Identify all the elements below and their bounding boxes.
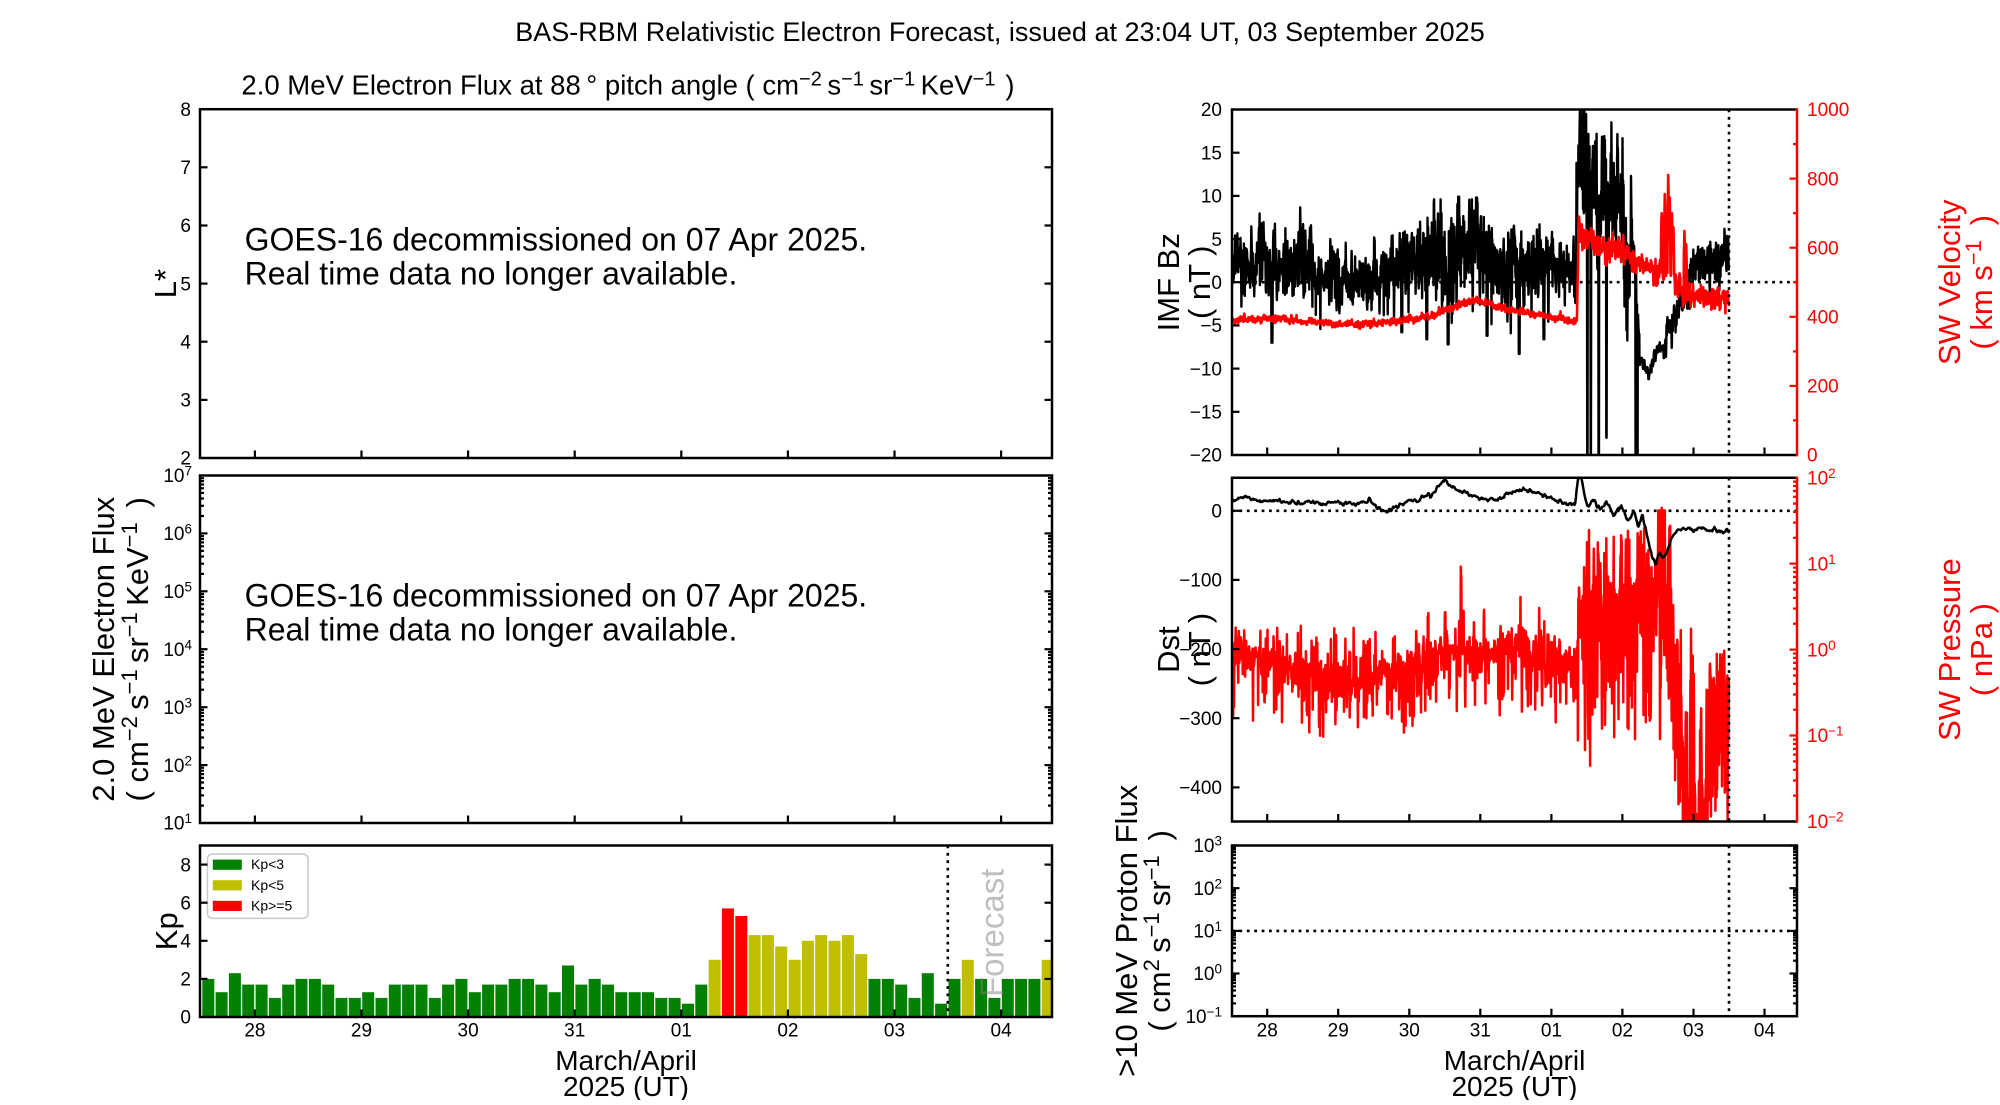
svg-text:2: 2 [180, 449, 191, 470]
svg-text:Kp: Kp [149, 912, 184, 950]
svg-text:8: 8 [180, 100, 191, 121]
svg-text:5: 5 [180, 274, 191, 295]
svg-text:−5: −5 [1200, 316, 1222, 337]
svg-text:March/April: March/April [555, 1045, 697, 1076]
svg-text:6: 6 [180, 893, 191, 914]
svg-text:Dst: Dst [1151, 626, 1186, 673]
svg-text:March/April: March/April [1444, 1045, 1586, 1076]
svg-text:200: 200 [1807, 377, 1839, 398]
svg-text:5: 5 [1211, 230, 1222, 251]
svg-text:( km s−1 ): ( km s−1 ) [1961, 215, 1999, 350]
svg-text:Real time data no longer avail: Real time data no longer available. [245, 256, 738, 292]
svg-text:−20: −20 [1190, 446, 1222, 467]
svg-text:Kp>=5: Kp>=5 [251, 897, 292, 913]
svg-text:28: 28 [1257, 1021, 1278, 1042]
svg-text:Kp<5: Kp<5 [251, 877, 284, 893]
svg-text:BAS-RBM Relativistic Electron: BAS-RBM Relativistic Electron Forecast, … [515, 17, 1484, 47]
svg-text:−400: −400 [1179, 778, 1222, 799]
svg-text:0: 0 [1211, 273, 1222, 294]
svg-text:−300: −300 [1179, 709, 1222, 730]
svg-text:04: 04 [1754, 1021, 1776, 1042]
svg-text:2: 2 [180, 970, 191, 991]
svg-text:2.0 MeV Electron Flux at 88 °: 2.0 MeV Electron Flux at 88 ° pitch angl… [241, 68, 1014, 100]
svg-text:L*: L* [148, 269, 183, 298]
svg-text:31: 31 [564, 1021, 585, 1042]
svg-text:31: 31 [1470, 1021, 1491, 1042]
svg-text:02: 02 [1612, 1021, 1633, 1042]
svg-text:0: 0 [180, 1008, 191, 1029]
svg-text:0: 0 [1211, 502, 1222, 523]
svg-text:( nT ): ( nT ) [1182, 613, 1217, 687]
svg-text:28: 28 [244, 1021, 265, 1042]
svg-text:4: 4 [180, 332, 191, 353]
svg-text:SW Pressure: SW Pressure [1932, 558, 1967, 741]
svg-text:Real time data no longer avail: Real time data no longer available. [245, 612, 738, 648]
svg-text:02: 02 [777, 1021, 798, 1042]
svg-text:−10: −10 [1190, 359, 1222, 380]
svg-text:400: 400 [1807, 308, 1839, 329]
svg-text:30: 30 [1399, 1021, 1420, 1042]
svg-text:03: 03 [1683, 1021, 1704, 1042]
svg-text:Forecast: Forecast [974, 869, 1011, 997]
svg-text:( nT ): ( nT ) [1182, 246, 1217, 320]
svg-text:GOES-16 decommissioned on 07 A: GOES-16 decommissioned on 07 Apr 2025. [245, 222, 868, 258]
svg-text:29: 29 [351, 1021, 372, 1042]
svg-text:29: 29 [1328, 1021, 1349, 1042]
svg-text:04: 04 [991, 1021, 1013, 1042]
svg-text:03: 03 [884, 1021, 905, 1042]
svg-text:30: 30 [458, 1021, 479, 1042]
svg-text:0: 0 [1807, 446, 1818, 467]
svg-text:( cm−2 s−1 sr−1 KeV−1 ): ( cm−2 s−1 sr−1 KeV−1 ) [117, 497, 155, 801]
svg-text:IMF Bz: IMF Bz [1151, 233, 1186, 331]
svg-text:−200: −200 [1179, 640, 1222, 661]
svg-text:8: 8 [180, 855, 191, 876]
svg-text:01: 01 [1541, 1021, 1562, 1042]
svg-text:7: 7 [180, 158, 191, 179]
svg-text:600: 600 [1807, 238, 1839, 259]
svg-text:−100: −100 [1179, 571, 1222, 592]
svg-text:1000: 1000 [1807, 100, 1849, 121]
svg-text:>10 MeV Proton Flux: >10 MeV Proton Flux [1109, 784, 1144, 1077]
svg-text:20: 20 [1201, 100, 1222, 121]
svg-text:SW Velocity: SW Velocity [1932, 199, 1967, 365]
svg-text:800: 800 [1807, 169, 1839, 190]
svg-text:01: 01 [671, 1021, 692, 1042]
svg-text:2025 (UT): 2025 (UT) [1451, 1071, 1577, 1100]
svg-text:2025 (UT): 2025 (UT) [563, 1071, 689, 1100]
svg-text:−15: −15 [1190, 403, 1222, 424]
svg-text:GOES-16 decommissioned on 07 A: GOES-16 decommissioned on 07 Apr 2025. [245, 577, 868, 613]
svg-text:10: 10 [1201, 187, 1222, 208]
svg-text:6: 6 [180, 216, 191, 237]
svg-text:2.0 MeV Electron Flux: 2.0 MeV Electron Flux [86, 496, 121, 801]
svg-text:3: 3 [180, 391, 191, 412]
svg-text:15: 15 [1201, 143, 1222, 164]
svg-text:4: 4 [180, 932, 191, 953]
svg-text:Kp<3: Kp<3 [251, 856, 284, 872]
svg-text:( nPa ): ( nPa ) [1964, 603, 1999, 696]
